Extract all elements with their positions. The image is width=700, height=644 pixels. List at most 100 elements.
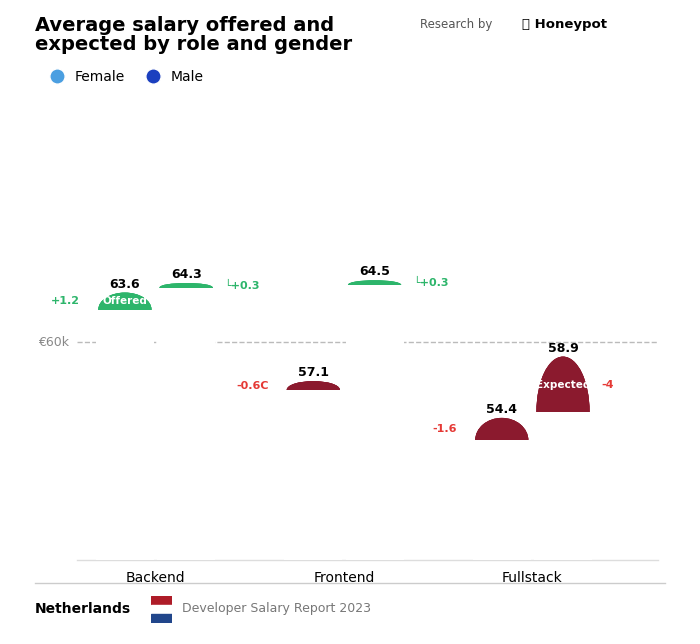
- Ellipse shape: [288, 382, 340, 398]
- Text: expected by role and gender: expected by role and gender: [35, 35, 352, 55]
- Bar: [160, 288, 212, 560]
- Text: +1.2: +1.2: [51, 296, 80, 307]
- Bar: [96, 310, 154, 574]
- Bar: [476, 440, 528, 560]
- Bar: [534, 412, 592, 574]
- Text: └+0.3: └+0.3: [225, 281, 260, 291]
- Bar: [99, 310, 150, 560]
- Text: 54.4: 54.4: [486, 403, 517, 416]
- Bar: [97, 310, 153, 560]
- Ellipse shape: [288, 382, 340, 398]
- Bar: [473, 440, 531, 574]
- Text: Developer Salary Report 2023: Developer Salary Report 2023: [182, 602, 371, 615]
- Bar: [349, 285, 400, 560]
- Bar: [286, 390, 341, 560]
- Bar: [475, 440, 529, 560]
- Bar: [99, 310, 150, 560]
- Ellipse shape: [537, 357, 589, 466]
- Ellipse shape: [349, 281, 400, 289]
- Bar: [150, 605, 172, 614]
- Bar: [288, 390, 340, 560]
- Ellipse shape: [537, 357, 589, 466]
- Text: Expected: Expected: [536, 379, 590, 390]
- Bar: [284, 390, 342, 574]
- Bar: [288, 390, 340, 560]
- Ellipse shape: [99, 293, 150, 326]
- Ellipse shape: [160, 284, 212, 292]
- Text: 64.5: 64.5: [359, 265, 390, 278]
- Bar: [157, 288, 215, 574]
- Text: 🍯 Honeypot: 🍯 Honeypot: [522, 18, 606, 31]
- Bar: [536, 412, 591, 560]
- Bar: [347, 285, 402, 560]
- Text: -4: -4: [601, 379, 614, 390]
- Bar: [473, 440, 531, 574]
- Bar: [159, 288, 214, 560]
- Bar: [537, 412, 589, 560]
- Bar: [286, 390, 341, 560]
- Text: 52.8: 52.8: [486, 494, 517, 507]
- Bar: [537, 412, 589, 560]
- Bar: [99, 310, 150, 560]
- Text: 54.9: 54.9: [547, 480, 578, 493]
- Ellipse shape: [160, 284, 212, 292]
- Text: Average salary offered and: Average salary offered and: [35, 16, 334, 35]
- Bar: [159, 288, 214, 560]
- Bar: [96, 310, 154, 574]
- Ellipse shape: [476, 419, 528, 462]
- Text: 64.2: 64.2: [359, 416, 390, 429]
- Text: 57.1: 57.1: [298, 366, 329, 379]
- Text: Offered: Offered: [102, 296, 147, 307]
- Text: -0.6C: -0.6C: [236, 381, 269, 391]
- Bar: [150, 614, 172, 623]
- Ellipse shape: [476, 419, 528, 462]
- Text: Research by: Research by: [420, 18, 492, 31]
- Bar: [475, 440, 529, 560]
- Bar: [157, 288, 215, 574]
- Bar: [475, 440, 529, 560]
- Bar: [534, 412, 592, 574]
- Bar: [536, 412, 591, 560]
- Bar: [288, 390, 340, 560]
- Ellipse shape: [288, 382, 340, 398]
- Text: €60k: €60k: [38, 336, 69, 349]
- Bar: [534, 412, 592, 574]
- Bar: [536, 412, 591, 560]
- Ellipse shape: [160, 284, 212, 292]
- Bar: [537, 412, 589, 560]
- Text: 64.3: 64.3: [171, 268, 202, 281]
- Bar: [284, 390, 342, 574]
- Bar: [476, 440, 528, 560]
- Bar: [346, 285, 404, 574]
- Bar: [97, 310, 153, 560]
- Bar: [346, 285, 404, 574]
- Ellipse shape: [349, 281, 400, 289]
- Ellipse shape: [99, 293, 150, 326]
- Bar: [473, 440, 531, 574]
- Bar: [159, 288, 214, 560]
- Bar: [157, 288, 215, 574]
- Bar: [347, 285, 402, 560]
- Bar: [286, 390, 341, 560]
- Bar: [349, 285, 400, 560]
- Legend: Female, Male: Female, Male: [38, 64, 209, 90]
- Bar: [284, 390, 342, 574]
- Bar: [347, 285, 402, 560]
- Bar: [349, 285, 400, 560]
- Bar: [160, 288, 212, 560]
- Bar: [96, 310, 154, 574]
- Text: └+0.3: └+0.3: [413, 278, 449, 288]
- Text: 64.0: 64.0: [171, 417, 202, 431]
- Bar: [150, 596, 172, 605]
- Text: Netherlands: Netherlands: [35, 601, 131, 616]
- Bar: [476, 440, 528, 560]
- Ellipse shape: [537, 357, 589, 466]
- Text: 58.9: 58.9: [547, 341, 578, 355]
- Ellipse shape: [476, 419, 528, 462]
- Bar: [346, 285, 404, 574]
- Bar: [97, 310, 153, 560]
- Ellipse shape: [99, 293, 150, 326]
- Text: 62.4: 62.4: [109, 428, 140, 441]
- Text: -1.6: -1.6: [433, 424, 457, 435]
- Text: 56.5: 56.5: [298, 469, 329, 482]
